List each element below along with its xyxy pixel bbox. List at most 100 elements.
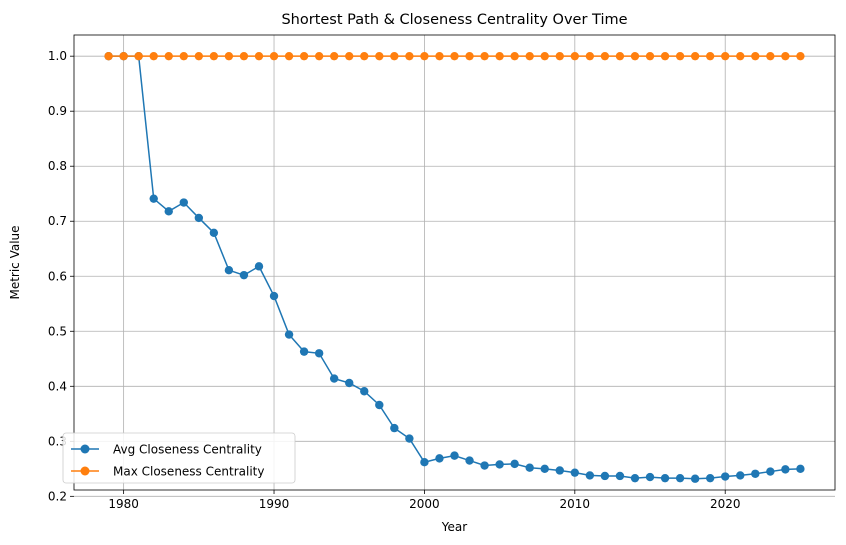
data-point-avg <box>465 456 474 465</box>
data-point-avg <box>585 471 595 480</box>
data-point-max <box>540 51 549 61</box>
data-point-avg <box>149 194 158 203</box>
data-point-max <box>375 51 384 61</box>
data-point-avg <box>615 471 625 481</box>
data-point-avg <box>796 464 805 474</box>
y-tick-label: 0.4 <box>48 379 67 393</box>
y-tick-label: 0.9 <box>48 104 67 118</box>
y-tick-label: 0.5 <box>48 324 67 338</box>
data-point-avg <box>660 473 670 483</box>
data-point-max <box>224 51 234 61</box>
data-point-max <box>104 51 113 61</box>
data-point-avg <box>781 465 790 474</box>
series-line-avg <box>108 55 801 480</box>
data-point-avg <box>239 270 249 280</box>
chart-title: Shortest Path & Closeness Centrality Ove… <box>281 12 627 28</box>
x-tick-label: 1990 <box>259 497 290 511</box>
data-point-max <box>450 51 459 61</box>
legend-marker-avg <box>80 444 90 454</box>
data-point-avg <box>254 262 264 271</box>
y-tick-label: 0.6 <box>48 269 67 283</box>
data-point-avg <box>525 463 534 472</box>
x-tick-label: 2000 <box>409 497 440 511</box>
x-axis-title: Year <box>441 520 467 534</box>
data-point-avg <box>555 466 564 475</box>
data-point-avg <box>194 213 204 223</box>
data-point-max <box>630 51 640 61</box>
data-point-avg <box>420 458 429 467</box>
data-point-max <box>751 51 760 61</box>
data-point-avg <box>630 473 640 483</box>
data-point-avg <box>751 469 760 478</box>
data-point-avg <box>736 471 745 480</box>
data-point-max <box>585 51 595 61</box>
data-point-max <box>781 51 790 61</box>
data-point-max <box>420 51 429 61</box>
x-tick-label: 1980 <box>108 497 139 511</box>
data-point-avg <box>675 473 685 483</box>
data-point-avg <box>269 291 279 301</box>
data-point-max <box>705 51 715 61</box>
data-point-max <box>269 51 279 61</box>
data-point-max <box>345 51 354 61</box>
data-point-max <box>675 51 685 61</box>
y-tick-label: 1.0 <box>48 49 67 63</box>
data-point-avg <box>495 460 504 469</box>
data-point-avg <box>329 374 339 383</box>
data-point-avg <box>766 467 775 476</box>
legend: Avg Closeness Centrality Max Closeness C… <box>62 432 296 484</box>
data-point-max <box>405 51 414 61</box>
x-tick-label: 2020 <box>710 497 741 511</box>
data-point-avg <box>480 461 489 470</box>
data-point-avg <box>375 400 384 410</box>
data-point-max <box>164 51 173 61</box>
data-point-max <box>299 51 309 61</box>
y-tick-label: 0.7 <box>48 214 67 228</box>
data-point-max <box>390 51 399 61</box>
legend-box <box>62 432 296 484</box>
data-point-max <box>465 51 474 61</box>
data-point-avg <box>435 454 444 463</box>
data-point-max <box>766 51 775 61</box>
data-point-max <box>435 51 444 61</box>
data-point-avg <box>209 228 219 237</box>
data-point-avg <box>721 472 730 481</box>
legend-label-avg: Avg Closeness Centrality <box>113 443 262 457</box>
ticks: 1980 1990 2000 2010 2020 0.2 0.3 0.4 0.5 0.6 0.7 0.… <box>48 49 741 511</box>
legend-label-max: Max Closeness Centrality <box>113 465 264 479</box>
data-point-avg <box>645 472 655 482</box>
x-tick-label: 2010 <box>560 497 591 511</box>
data-point-avg <box>299 347 309 356</box>
data-point-max <box>149 51 158 61</box>
data-point-max <box>510 51 519 61</box>
data-point-avg <box>690 474 700 483</box>
data-point-avg <box>540 464 549 474</box>
data-point-max <box>495 51 504 61</box>
y-tick-label: 0.2 <box>48 489 67 503</box>
y-tick-label: 0.3 <box>48 434 67 448</box>
data-point-max <box>660 51 670 61</box>
data-point-max <box>796 51 805 61</box>
data-point-max <box>570 51 580 61</box>
data-point-avg <box>705 473 715 483</box>
data-point-max <box>179 51 188 61</box>
data-point-avg <box>450 451 459 460</box>
data-point-max <box>525 51 534 61</box>
data-point-max <box>209 51 219 61</box>
data-point-avg <box>570 468 580 477</box>
data-point-avg <box>164 207 173 216</box>
data-point-avg <box>405 434 414 443</box>
data-point-avg <box>224 266 234 275</box>
data-point-avg <box>345 378 354 388</box>
data-point-max <box>254 51 264 61</box>
data-point-max <box>314 51 324 61</box>
grid <box>74 35 835 497</box>
data-point-max <box>239 51 249 61</box>
data-point-avg <box>510 459 519 469</box>
data-point-avg <box>179 198 188 207</box>
data-point-max <box>615 51 625 61</box>
data-point-max <box>736 51 745 61</box>
data-point-max <box>119 51 128 61</box>
data-point-max <box>555 51 564 61</box>
